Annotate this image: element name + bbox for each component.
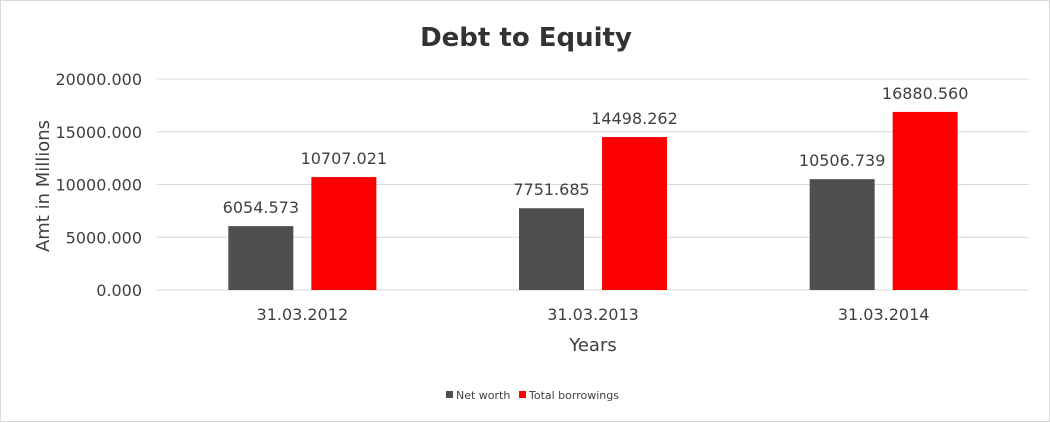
bar-net-worth [809,179,875,290]
y-tick-label: 20000.000 [55,70,142,89]
legend-label: Net worth [456,389,510,402]
y-tick-label: 0.000 [96,281,142,300]
legend: Net worth Total borrowings [446,389,619,402]
y-axis-ticks: 0.000 5000.000 10000.000 15000.000 20000.000 [55,70,142,300]
bar-total-borrowings [311,177,377,290]
y-tick-label: 5000.000 [66,228,142,247]
x-axis-title: Years [568,335,617,356]
legend-swatch [446,391,453,398]
data-label: 10506.739 [799,151,886,170]
bar-total-borrowings [602,137,667,290]
legend-label: Total borrowings [528,389,619,402]
y-tick-label: 15000.000 [55,123,142,142]
data-label: 7751.685 [513,180,589,199]
data-labels: 6054.573 10707.021 7751.685 14498.262 10506.… [223,84,969,217]
bar-net-worth [228,226,294,290]
data-label: 16880.560 [882,84,969,103]
x-category-label: 31.03.2014 [838,305,930,324]
data-label: 6054.573 [223,198,299,217]
x-axis-categories: 31.03.2012 31.03.2013 31.03.2014 [257,305,930,324]
data-label: 10707.021 [301,149,388,168]
data-label: 14498.262 [591,109,678,128]
grid-lines [157,78,1029,291]
y-tick-label: 10000.000 [55,176,142,195]
y-axis-title: Amt in Millions [33,120,54,252]
bar-total-borrowings [892,111,958,290]
legend-swatch [519,391,526,398]
bar-net-worth [519,208,584,290]
chart-title: Debt to Equity [420,23,632,53]
x-category-label: 31.03.2012 [257,305,349,324]
x-category-label: 31.03.2013 [547,305,639,324]
bars [228,111,958,290]
